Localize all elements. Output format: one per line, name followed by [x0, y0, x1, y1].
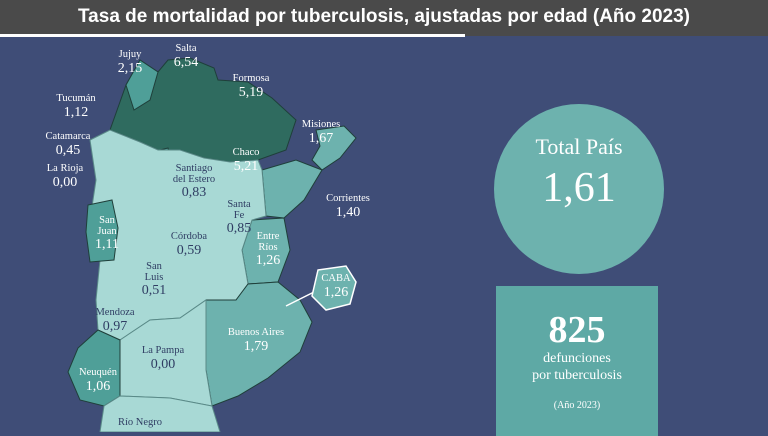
label-entre-rios: Entre Ríos 1,26 [250, 231, 286, 268]
province-jujuy [125, 59, 159, 111]
deaths-number: 825 [548, 309, 606, 351]
province-san-juan [85, 199, 119, 263]
province-value: 0,00 [150, 356, 176, 372]
title-bar [0, 0, 768, 36]
province-value: 0,51 [141, 283, 167, 298]
province-value: 0,97 [102, 318, 128, 334]
deaths-text-line1: defunciones [543, 351, 611, 366]
province-name: Catamarca [45, 131, 91, 142]
province-value: 1,79 [243, 338, 269, 354]
label-rio-negro: Río Negro [112, 417, 168, 429]
total-country-circle: Total País 1,61 [494, 104, 664, 274]
province-name: Jujuy [118, 49, 142, 60]
province-value: 0,59 [176, 242, 202, 258]
label-chaco: Chaco 5,21 [224, 147, 268, 174]
province-value: 2,15 [117, 60, 143, 76]
province-name: Buenos Aires [227, 327, 285, 338]
deaths-text-line2: por tuberculosis [532, 368, 622, 383]
province-name: La Rioja [46, 163, 84, 174]
label-misiones: Misiones 1,67 [296, 119, 346, 146]
label-san-luis: San Luis 0,51 [136, 261, 172, 298]
label-cordoba: Córdoba 0,59 [164, 231, 214, 258]
province-name: CABA [321, 273, 351, 284]
label-la-rioja: La Rioja 0,00 [40, 163, 90, 190]
province-name: Entre Ríos [256, 231, 280, 253]
label-la-pampa: La Pampa 0,00 [134, 345, 192, 372]
province-name: Tucumán [56, 93, 96, 104]
deaths-year: (Año 2023) [553, 400, 601, 411]
province-value: 1,06 [85, 378, 111, 394]
label-caba: CABA 1,26 [314, 273, 358, 300]
total-label: Total País [535, 134, 623, 159]
label-formosa: Formosa 5,19 [226, 73, 276, 100]
province-corrientes [261, 159, 323, 219]
province-name: San Juan [97, 215, 117, 237]
province-name: Santiago del Estero [172, 163, 216, 185]
label-corrientes: Corrientes 1,40 [320, 193, 376, 220]
province-name: Chaco [232, 147, 260, 158]
caba-pointer [285, 291, 315, 307]
province-name: Misiones [301, 119, 341, 130]
province-caba [311, 265, 357, 311]
label-tucuman: Tucumán 1,12 [46, 93, 106, 120]
province-value: 1,12 [63, 104, 89, 120]
province-value: 1,26 [323, 284, 349, 300]
province-value: 5,19 [238, 84, 264, 100]
label-catamarca: Catamarca 0,45 [40, 131, 96, 158]
province-value: 1,11 [95, 237, 119, 252]
label-mendoza: Mendoza 0,97 [88, 307, 142, 334]
province-misiones [311, 125, 357, 171]
province-rio-negro [99, 395, 221, 432]
province-value: 0,83 [181, 185, 207, 200]
province-name: Neuquén [79, 367, 117, 378]
province-name: Salta [175, 43, 197, 54]
province-value: 1,67 [308, 130, 334, 146]
label-san-juan: San Juan 1,11 [90, 215, 124, 252]
label-santa-fe: Santa Fe 0,85 [222, 199, 256, 236]
deaths-text: defunciones por tuberculosis [496, 350, 658, 384]
total-value: 1,61 [542, 165, 616, 211]
deaths-box: 825 defunciones por tuberculosis (Año 20… [496, 286, 658, 436]
province-value: 0,45 [55, 142, 81, 158]
label-santiago-del-estero: Santiago del Estero 0,83 [168, 163, 220, 200]
province-value: 1,40 [335, 204, 361, 220]
label-buenos-aires: Buenos Aires 1,79 [218, 327, 294, 354]
province-name: Santa Fe [227, 199, 251, 221]
province-value: 0,00 [52, 174, 78, 190]
province-name: Formosa [232, 73, 270, 84]
title-underline [0, 34, 465, 37]
province-value: 6,54 [173, 54, 199, 70]
region-central [89, 129, 267, 341]
province-name: Río Negro [117, 417, 163, 428]
page-title: Tasa de mortalidad por tuberculosis, aju… [77, 6, 691, 27]
province-value: 0,85 [226, 221, 252, 236]
province-name: San Luis [144, 261, 164, 283]
label-neuquen: Neuquén 1,06 [72, 367, 124, 394]
province-value: 1,26 [255, 253, 281, 268]
label-jujuy: Jujuy 2,15 [112, 49, 148, 76]
province-value: 5,21 [233, 158, 259, 174]
province-name: La Pampa [141, 345, 185, 356]
province-name: Corrientes [326, 193, 370, 204]
province-name: Córdoba [170, 231, 208, 242]
province-name: Mendoza [95, 307, 135, 318]
label-salta: Salta 6,54 [166, 43, 206, 70]
